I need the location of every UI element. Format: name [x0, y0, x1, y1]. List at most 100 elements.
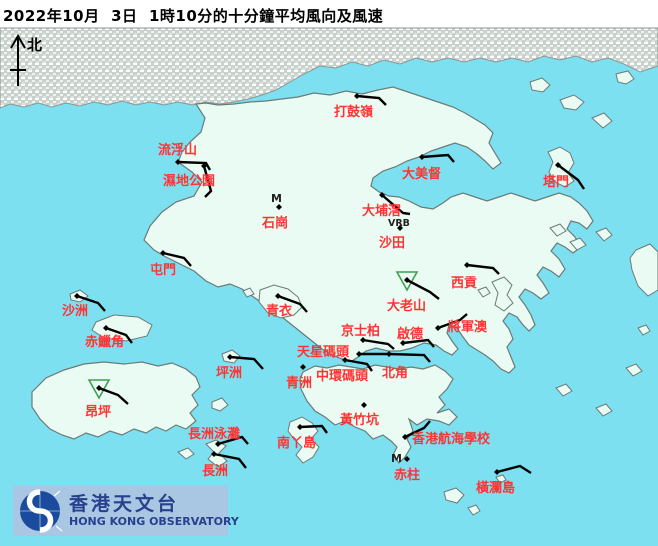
wind-barb	[177, 160, 212, 171]
station-tai-mei-tuk: 大美督	[402, 153, 455, 182]
station-dot	[215, 441, 221, 447]
landmass-hk-island	[299, 364, 458, 464]
station-stanley: M 赤柱	[391, 452, 420, 483]
wind-barb	[406, 278, 440, 300]
station-label: 濕地公園	[163, 173, 215, 189]
station-label: 青洲	[286, 375, 312, 391]
wind-barb	[437, 313, 468, 330]
station-label: 西貢	[451, 276, 477, 291]
wind-barb	[105, 326, 133, 344]
station-green-island: 青洲	[286, 364, 312, 391]
station-label: 流浮山	[158, 142, 197, 158]
station-dot	[464, 262, 470, 268]
station-label: 沙洲	[62, 304, 88, 319]
station-dot	[276, 204, 282, 210]
small-islands	[69, 70, 658, 516]
station-dot	[300, 364, 306, 370]
station-dot	[175, 159, 181, 165]
wind-barb	[557, 164, 585, 190]
station-label: 大美督	[402, 166, 441, 182]
wind-barb	[202, 165, 213, 198]
station-dot	[435, 325, 441, 331]
station-dot	[419, 154, 425, 160]
hko-brand-chinese: 香港天文台	[69, 493, 180, 515]
wind-barb	[421, 153, 455, 163]
station-label: 長洲泳灘	[188, 426, 240, 442]
station-dot	[227, 354, 233, 360]
station-dot	[386, 351, 392, 357]
station-dot	[400, 340, 406, 346]
station-label: 中環碼頭	[316, 368, 369, 384]
station-dot	[397, 225, 403, 231]
station-dot	[74, 293, 80, 299]
station-ngong-ping: 昂坪	[85, 379, 129, 420]
station-dot	[342, 357, 348, 363]
north-arrow-icon	[10, 34, 26, 86]
station-central-pier: 中環碼頭	[316, 357, 373, 384]
station-sha-chau: 沙洲	[62, 293, 106, 319]
station-kings-park: 京士柏	[341, 323, 395, 350]
station-dot	[360, 337, 366, 343]
station-label: 青衣	[266, 303, 292, 319]
wind-barb	[362, 338, 395, 350]
station-dot	[402, 434, 408, 440]
station-dot	[211, 451, 217, 457]
station-label: 沙田	[379, 236, 405, 251]
station-kai-tak: 啟德	[397, 326, 435, 348]
station-ta-kwu-ling: 打鼓嶺	[334, 93, 387, 120]
station-tsing-yi: 青衣	[266, 293, 308, 319]
station-tuen-mun: 屯門	[150, 250, 192, 278]
station-label: 坪洲	[216, 366, 242, 381]
station-sai-kung: 西貢	[451, 262, 500, 291]
station-label: 橫瀾島	[476, 480, 515, 496]
station-dot	[404, 277, 410, 283]
station-label: 赤鱲角	[85, 334, 124, 350]
landmass-new-territories	[143, 86, 594, 374]
station-cheung-chau-beach: 長洲泳灘	[188, 426, 249, 447]
station-label: 天星碼頭	[297, 345, 350, 360]
station-label: 啟德	[397, 326, 423, 342]
wind-barb	[402, 338, 435, 348]
station-dot	[356, 351, 362, 357]
station-cheung-chau: 長洲	[202, 451, 247, 479]
wind-barb	[466, 263, 500, 275]
station-label: 昂坪	[85, 404, 111, 420]
station-dot	[404, 456, 410, 462]
station-label: 打鼓嶺	[334, 104, 373, 120]
station-dot	[201, 163, 207, 169]
station-dot	[379, 192, 385, 198]
station-lamma-island: 南丫島	[277, 424, 328, 451]
landmass-mainland-urban	[0, 27, 658, 109]
station-shek-kong: M 石崗	[261, 192, 288, 231]
station-star-ferry: 天星碼頭	[297, 345, 388, 360]
station-hk-sea-school: 香港航海學校	[402, 420, 491, 447]
station-label: 京士柏	[341, 323, 380, 339]
wind-barb	[76, 294, 106, 312]
wind-barb	[229, 355, 264, 370]
station-sha-tin: VRB 沙田	[379, 218, 410, 251]
station-tates-cairn: 大老山	[387, 271, 440, 314]
station-label: 石崗	[261, 216, 288, 231]
station-label: 大老山	[387, 298, 426, 314]
wind-barb	[299, 424, 328, 434]
station-wong-chuk-hang: 黃竹坑	[339, 402, 379, 428]
hko-logo-icon	[20, 489, 63, 533]
wind-barb	[388, 352, 431, 363]
station-label: 香港航海學校	[411, 431, 491, 447]
wind-barb	[162, 251, 192, 267]
hko-logo-banner: 香港天文台 HONG KONG OBSERVATORY	[13, 486, 239, 536]
station-dot	[361, 402, 367, 408]
station-chek-lap-kok: 赤鱲角	[85, 325, 133, 350]
wind-barb	[277, 294, 308, 313]
station-north-point: 北角	[382, 351, 431, 381]
station-flag-m: M	[271, 192, 282, 205]
station-dot	[555, 162, 561, 168]
station-dot	[96, 385, 102, 391]
wind-barb	[98, 386, 129, 405]
station-tai-po-kau: 大埔滘	[362, 192, 411, 219]
wind-barb	[344, 358, 373, 372]
landmass-lantau	[31, 361, 201, 440]
wind-barb	[356, 94, 387, 106]
station-label: 南丫島	[277, 435, 316, 451]
